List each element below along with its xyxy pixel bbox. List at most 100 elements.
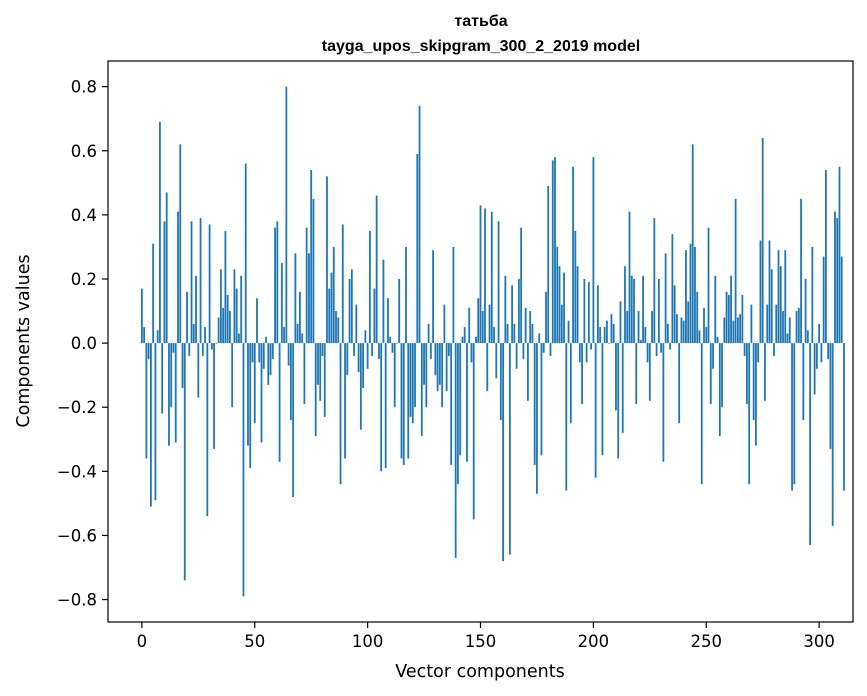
chart-title: татьба xyxy=(454,13,507,30)
bar-component-189 xyxy=(567,320,570,344)
y-tick-label-0: 0.8 xyxy=(71,78,97,97)
bar-component-100 xyxy=(366,343,369,369)
bar-component-104 xyxy=(375,195,378,344)
bar-component-268 xyxy=(745,343,748,405)
bar-component-24 xyxy=(195,275,197,344)
bar-component-275 xyxy=(761,137,764,344)
bar-component-309 xyxy=(838,166,841,344)
bar-component-116 xyxy=(402,343,405,465)
bar-component-134 xyxy=(443,304,446,344)
bar-component-58 xyxy=(271,343,274,360)
bar-component-94 xyxy=(353,343,355,356)
bar-component-257 xyxy=(721,343,723,408)
x-tick-label-150: 150 xyxy=(465,632,497,651)
bar-component-266 xyxy=(741,295,744,344)
bar-component-11 xyxy=(165,192,168,344)
bar-component-263 xyxy=(734,198,737,344)
bar-component-288 xyxy=(791,343,793,491)
bar-component-125 xyxy=(423,343,425,385)
bar-component-293 xyxy=(802,343,805,421)
y-tick-label-5: −0.2 xyxy=(57,398,97,417)
bar-component-39 xyxy=(229,311,231,344)
bar-component-212 xyxy=(619,301,622,344)
bar-component-8 xyxy=(159,121,161,344)
bar-component-261 xyxy=(730,275,732,344)
bar-component-135 xyxy=(445,343,448,392)
bar-component-231 xyxy=(662,343,665,462)
bar-component-152 xyxy=(484,208,486,344)
bar-component-310 xyxy=(840,256,843,344)
bar-component-269 xyxy=(748,343,751,485)
bar-component-213 xyxy=(621,343,624,433)
bar-component-72 xyxy=(303,343,306,405)
bar-component-208 xyxy=(610,314,613,344)
bar-component-110 xyxy=(389,336,392,344)
bar-component-20 xyxy=(186,291,188,344)
bar-component-150 xyxy=(479,205,482,344)
bar-component-294 xyxy=(804,278,807,344)
bar-component-89 xyxy=(341,224,344,344)
bar-component-241 xyxy=(685,250,687,344)
bar-component-202 xyxy=(596,285,599,344)
bar-component-145 xyxy=(468,307,471,344)
y-tick-label-3: 0.2 xyxy=(71,270,97,289)
bar-component-297 xyxy=(811,246,814,344)
bar-component-217 xyxy=(630,275,633,344)
bar-component-284 xyxy=(782,311,784,344)
bar-component-71 xyxy=(301,333,304,344)
bar-component-5 xyxy=(152,243,155,344)
bar-component-228 xyxy=(655,343,658,356)
bar-component-31 xyxy=(210,343,213,350)
bar-component-35 xyxy=(219,269,222,344)
bar-component-298 xyxy=(813,343,816,395)
bar-component-311 xyxy=(843,343,845,491)
bar-component-62 xyxy=(280,262,283,344)
bar-component-170 xyxy=(524,307,527,344)
bar-component-244 xyxy=(691,144,694,344)
bar-component-3 xyxy=(147,343,150,360)
bar-component-86 xyxy=(335,311,337,344)
bar-component-278 xyxy=(768,240,771,344)
bar-component-273 xyxy=(757,343,760,363)
bar-component-61 xyxy=(278,343,281,462)
bar-component-142 xyxy=(461,336,464,344)
y-tick-label-4: 0.0 xyxy=(71,334,97,353)
bar-component-256 xyxy=(718,343,721,437)
bar-component-42 xyxy=(235,288,238,344)
bar-component-51 xyxy=(256,298,258,344)
bar-component-141 xyxy=(459,343,462,456)
bar-component-77 xyxy=(314,343,317,437)
bar-component-38 xyxy=(226,295,229,344)
y-tick-label-6: −0.4 xyxy=(57,462,97,481)
bar-component-92 xyxy=(348,278,351,344)
bar-component-119 xyxy=(409,343,412,417)
bar-component-97 xyxy=(359,343,362,430)
x-tick-label-300: 300 xyxy=(803,632,835,651)
bar-component-219 xyxy=(635,343,638,405)
bar-component-199 xyxy=(590,343,593,350)
bar-component-222 xyxy=(642,275,644,344)
bar-component-85 xyxy=(332,246,335,344)
bar-component-114 xyxy=(398,278,401,344)
x-axis-ticks: 0 50 100 150 200 250 300 xyxy=(137,622,835,651)
bar-component-159 xyxy=(499,343,502,421)
bar-component-195 xyxy=(581,343,583,405)
bar-component-282 xyxy=(777,250,780,344)
bar-component-260 xyxy=(727,295,730,344)
bar-component-22 xyxy=(190,221,193,344)
bar-component-69 xyxy=(296,323,299,344)
bar-component-287 xyxy=(788,317,791,344)
bar-component-9 xyxy=(161,343,164,414)
bar-component-57 xyxy=(269,343,272,376)
x-tick-label-0: 0 xyxy=(137,632,148,651)
y-tick-label-8: −0.8 xyxy=(57,591,97,610)
bar-component-70 xyxy=(298,291,301,344)
bar-component-43 xyxy=(238,333,240,344)
bar-component-185 xyxy=(558,266,561,344)
bar-component-279 xyxy=(770,269,773,344)
bar-component-271 xyxy=(752,343,755,421)
bar-component-91 xyxy=(346,343,349,376)
bar-component-45 xyxy=(242,343,245,597)
bar-component-59 xyxy=(274,227,276,344)
